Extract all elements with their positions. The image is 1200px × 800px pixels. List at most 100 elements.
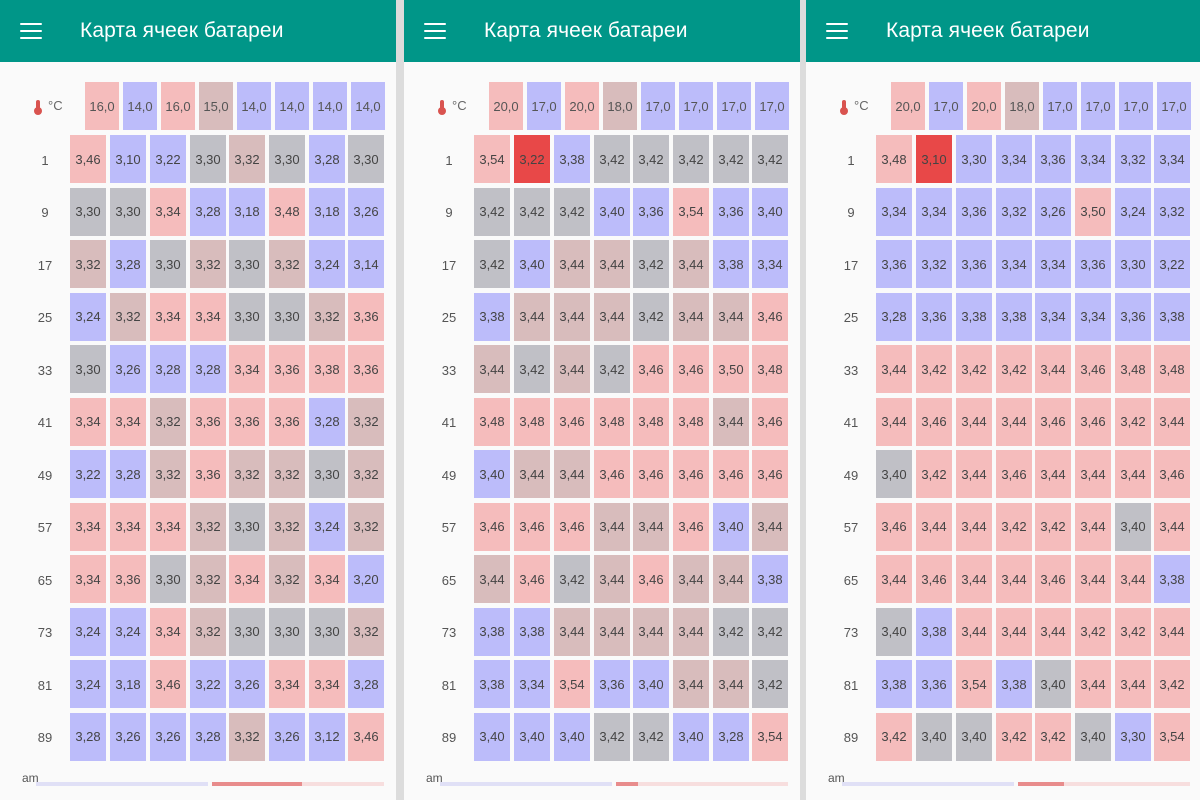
battery-cell[interactable]: 3,30 — [150, 555, 186, 603]
battery-cell[interactable]: 3,40 — [514, 240, 550, 288]
battery-cell[interactable]: 3,42 — [594, 712, 630, 761]
battery-cell[interactable]: 3,18 — [229, 187, 265, 236]
battery-cell[interactable]: 3,34 — [996, 135, 1032, 183]
battery-cell[interactable]: 3,40 — [876, 607, 912, 656]
battery-cell[interactable]: 3,44 — [1075, 555, 1111, 603]
battery-cell[interactable]: 3,44 — [474, 555, 510, 603]
battery-cell[interactable]: 3,38 — [1154, 292, 1190, 341]
battery-cell[interactable]: 3,44 — [554, 607, 590, 656]
battery-cell[interactable]: 3,28 — [190, 345, 226, 393]
battery-cell[interactable]: 3,44 — [713, 397, 749, 446]
battery-cell[interactable]: 3,44 — [713, 660, 749, 708]
battery-cell[interactable]: 3,42 — [1115, 607, 1151, 656]
battery-cell[interactable]: 3,34 — [229, 555, 265, 603]
battery-cell[interactable]: 3,36 — [1035, 135, 1071, 183]
battery-cell[interactable]: 3,34 — [309, 555, 345, 603]
battery-cell[interactable]: 3,30 — [348, 135, 384, 183]
battery-cell[interactable]: 3,42 — [514, 345, 550, 393]
battery-cell[interactable]: 3,48 — [633, 397, 669, 446]
battery-cell[interactable]: 3,36 — [269, 397, 305, 446]
battery-cell[interactable]: 3,44 — [1035, 450, 1071, 498]
battery-cell[interactable]: 3,36 — [1075, 240, 1111, 288]
battery-cell[interactable]: 3,42 — [554, 187, 590, 236]
battery-cell[interactable]: 3,44 — [474, 345, 510, 393]
battery-cell[interactable]: 3,38 — [996, 292, 1032, 341]
battery-cell[interactable]: 3,40 — [474, 450, 510, 498]
battery-cell[interactable]: 3,46 — [594, 450, 630, 498]
battery-cell[interactable]: 3,42 — [713, 135, 749, 183]
battery-cell[interactable]: 3,44 — [1075, 502, 1111, 551]
battery-cell[interactable]: 3,24 — [70, 607, 106, 656]
battery-cell[interactable]: 3,32 — [348, 450, 384, 498]
battery-cell[interactable]: 3,32 — [229, 712, 265, 761]
battery-cell[interactable]: 3,20 — [348, 555, 384, 603]
battery-cell[interactable]: 3,38 — [876, 660, 912, 708]
battery-cell[interactable]: 3,44 — [752, 502, 788, 551]
battery-cell[interactable]: 3,30 — [269, 135, 305, 183]
battery-cell[interactable]: 3,46 — [1154, 450, 1190, 498]
battery-cell[interactable]: 3,28 — [110, 240, 146, 288]
battery-cell[interactable]: 3,42 — [713, 607, 749, 656]
battery-cell[interactable]: 3,44 — [673, 660, 709, 708]
battery-cell[interactable]: 3,44 — [916, 502, 952, 551]
battery-cell[interactable]: 3,28 — [110, 450, 146, 498]
hamburger-menu-icon[interactable] — [424, 23, 446, 39]
battery-cell[interactable]: 3,44 — [594, 240, 630, 288]
hamburger-menu-icon[interactable] — [20, 23, 42, 39]
battery-cell[interactable]: 3,40 — [633, 660, 669, 708]
battery-cell[interactable]: 3,38 — [474, 660, 510, 708]
battery-cell[interactable]: 3,40 — [876, 450, 912, 498]
battery-cell[interactable]: 3,34 — [996, 240, 1032, 288]
battery-cell[interactable]: 3,24 — [309, 502, 345, 551]
battery-cell[interactable]: 3,46 — [70, 135, 106, 183]
battery-cell[interactable]: 3,46 — [916, 397, 952, 446]
battery-cell[interactable]: 3,46 — [1075, 397, 1111, 446]
battery-cell[interactable]: 3,54 — [752, 712, 788, 761]
battery-cell[interactable]: 3,26 — [229, 660, 265, 708]
battery-cell[interactable]: 3,34 — [110, 502, 146, 551]
battery-cell[interactable]: 3,40 — [673, 712, 709, 761]
battery-cell[interactable]: 3,44 — [1115, 450, 1151, 498]
battery-cell[interactable]: 3,32 — [309, 292, 345, 341]
battery-cell[interactable]: 3,42 — [916, 450, 952, 498]
battery-cell[interactable]: 3,30 — [229, 240, 265, 288]
battery-cell[interactable]: 3,50 — [1075, 187, 1111, 236]
battery-cell[interactable]: 3,26 — [269, 712, 305, 761]
battery-cell[interactable]: 3,46 — [633, 450, 669, 498]
battery-cell[interactable]: 3,54 — [474, 135, 510, 183]
battery-cell[interactable]: 3,32 — [229, 450, 265, 498]
battery-cell[interactable]: 3,46 — [752, 397, 788, 446]
battery-cell[interactable]: 3,44 — [633, 607, 669, 656]
battery-cell[interactable]: 3,44 — [713, 292, 749, 341]
battery-cell[interactable]: 3,40 — [1115, 502, 1151, 551]
battery-cell[interactable]: 3,34 — [110, 397, 146, 446]
battery-cell[interactable]: 3,36 — [916, 292, 952, 341]
battery-cell[interactable]: 3,44 — [673, 607, 709, 656]
battery-cell[interactable]: 3,46 — [633, 555, 669, 603]
battery-cell[interactable]: 3,44 — [554, 345, 590, 393]
battery-cell[interactable]: 3,42 — [673, 135, 709, 183]
battery-cell[interactable]: 3,32 — [1154, 187, 1190, 236]
battery-cell[interactable]: 3,24 — [70, 660, 106, 708]
battery-cell[interactable]: 3,36 — [190, 397, 226, 446]
battery-cell[interactable]: 3,34 — [150, 187, 186, 236]
battery-cell[interactable]: 3,42 — [594, 135, 630, 183]
battery-cell[interactable]: 3,34 — [70, 555, 106, 603]
battery-cell[interactable]: 3,30 — [1115, 712, 1151, 761]
battery-cell[interactable]: 3,34 — [1075, 292, 1111, 341]
battery-cell[interactable]: 3,32 — [348, 397, 384, 446]
battery-cell[interactable]: 3,44 — [673, 292, 709, 341]
battery-cell[interactable]: 3,42 — [752, 607, 788, 656]
battery-cell[interactable]: 3,38 — [309, 345, 345, 393]
battery-cell[interactable]: 3,44 — [996, 397, 1032, 446]
battery-cell[interactable]: 3,34 — [150, 502, 186, 551]
hamburger-menu-icon[interactable] — [826, 23, 848, 39]
battery-cell[interactable]: 3,44 — [594, 502, 630, 551]
battery-cell[interactable]: 3,46 — [673, 502, 709, 551]
battery-cell[interactable]: 3,40 — [514, 712, 550, 761]
battery-cell[interactable]: 3,42 — [474, 240, 510, 288]
battery-cell[interactable]: 3,36 — [876, 240, 912, 288]
battery-cell[interactable]: 3,46 — [514, 555, 550, 603]
battery-cell[interactable]: 3,44 — [876, 397, 912, 446]
battery-cell[interactable]: 3,42 — [752, 135, 788, 183]
